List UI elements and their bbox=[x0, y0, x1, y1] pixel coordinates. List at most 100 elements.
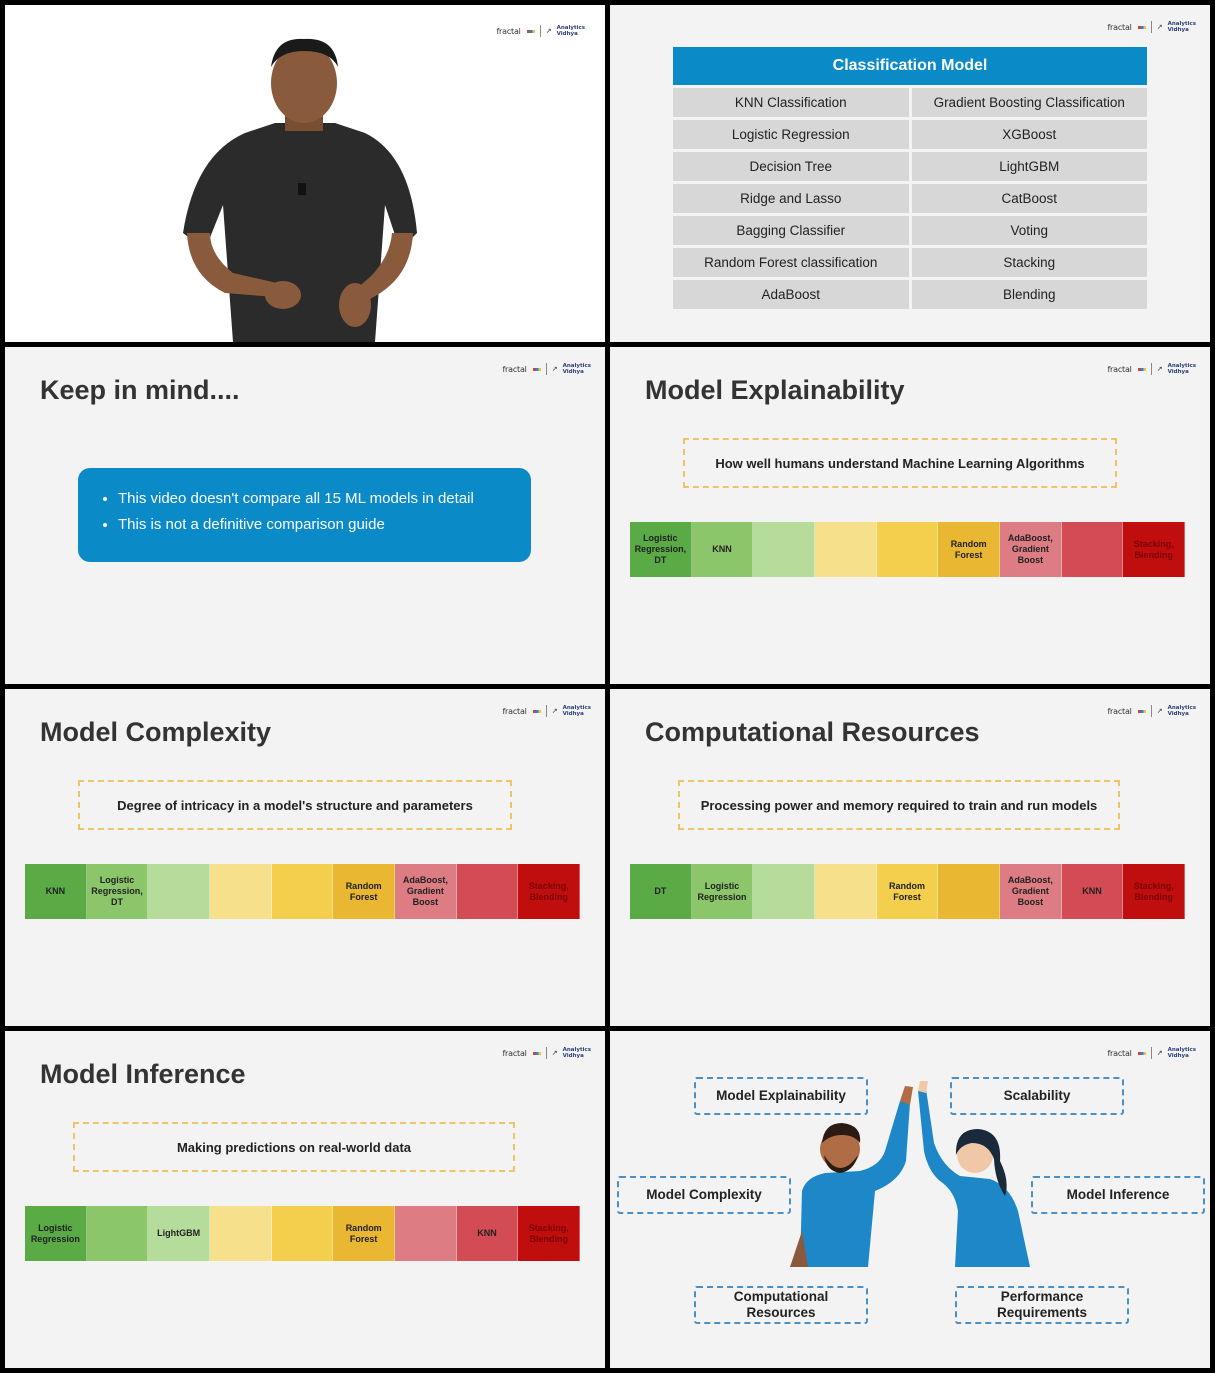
scale-segment bbox=[876, 522, 939, 577]
brand-logos: fractal ↗ Analytics Vidhya bbox=[502, 705, 591, 717]
scale-segment bbox=[210, 1206, 272, 1261]
definition-box: Making predictions on real-world data bbox=[73, 1122, 515, 1172]
tag-scalability: Scalability bbox=[950, 1077, 1124, 1115]
tag-model-inference: Model Inference bbox=[1031, 1176, 1205, 1214]
table-cell: Stacking bbox=[911, 248, 1147, 277]
definition-box: Degree of intricacy in a model's structu… bbox=[78, 780, 512, 830]
analytics-vidhya-icon: ↗ bbox=[551, 707, 558, 715]
model-complexity-slide: fractal ↗ Analytics Vidhya Model Complexi… bbox=[5, 689, 605, 1026]
brand-logos: fractal ↗ Analytics Vidhya bbox=[502, 1047, 591, 1059]
ranking-scale: Logistic Regression LightGBM Random Forest… bbox=[25, 1206, 581, 1261]
brand-logos: fractal ↗ Analytics Vidhya bbox=[1107, 363, 1196, 375]
slide-title: Keep in mind.... bbox=[40, 375, 240, 405]
scale-segment: DT bbox=[630, 864, 692, 919]
table-cell: Logistic Regression bbox=[673, 120, 909, 149]
scale-segment: Logistic Regression, DT bbox=[630, 522, 692, 577]
scale-segment bbox=[815, 522, 877, 577]
classification-model-table: Classification Model KNN Classification G… bbox=[673, 47, 1147, 312]
scale-segment: Stacking, Blending bbox=[518, 1206, 581, 1261]
scale-segment: AdaBoost, Gradient Boost bbox=[1000, 864, 1062, 919]
presenter-video-panel: fractal ↗ Analytics Vidhya bbox=[5, 5, 605, 342]
scale-segment bbox=[456, 864, 519, 919]
table-row: Logistic Regression XGBoost bbox=[673, 120, 1147, 149]
brand-logos: fractal ↗ Analytics Vidhya bbox=[496, 25, 585, 37]
scale-segment: Logistic Regression bbox=[691, 864, 754, 919]
scale-segment: Stacking, Blending bbox=[1123, 522, 1186, 577]
scale-segment: KNN bbox=[456, 1206, 519, 1261]
definition-box: Processing power and memory required to … bbox=[678, 780, 1120, 830]
analytics-vidhya-icon: ↗ bbox=[551, 1049, 558, 1057]
scale-segment: KNN bbox=[691, 522, 754, 577]
scale-segment: KNN bbox=[1061, 864, 1124, 919]
scale-segment: Random Forest bbox=[938, 522, 1001, 577]
scale-segment: LightGBM bbox=[148, 1206, 211, 1261]
tag-computational-resources: Computational Resources bbox=[694, 1286, 868, 1324]
table-cell: CatBoost bbox=[911, 184, 1147, 213]
scale-segment bbox=[753, 522, 816, 577]
bullet-item: This video doesn't compare all 15 ML mod… bbox=[118, 490, 531, 507]
note-box: This video doesn't compare all 15 ML mod… bbox=[78, 468, 531, 562]
presenter-figure bbox=[183, 38, 417, 342]
analytics-vidhya-icon: ↗ bbox=[545, 27, 552, 35]
brand-logos: fractal ↗ Analytics Vidhya bbox=[502, 363, 591, 375]
scale-segment bbox=[210, 864, 272, 919]
analytics-vidhya-icon: ↗ bbox=[1156, 23, 1163, 31]
summary-slide: fractal ↗ Analytics Vidhya Model Explaina… bbox=[610, 1031, 1210, 1368]
table-row: Ridge and Lasso CatBoost bbox=[673, 184, 1147, 213]
slide-title: Model Explainability bbox=[645, 375, 905, 405]
table-cell: Random Forest classification bbox=[673, 248, 909, 277]
scale-segment bbox=[271, 864, 334, 919]
table-cell: Decision Tree bbox=[673, 152, 909, 181]
scale-segment: Logistic Regression, DT bbox=[86, 864, 149, 919]
brand-logos: fractal ↗ Analytics Vidhya bbox=[1107, 705, 1196, 717]
scale-segment: Random Forest bbox=[333, 864, 396, 919]
table-cell: Bagging Classifier bbox=[673, 216, 909, 245]
table-cell: Voting bbox=[911, 216, 1147, 245]
table-row: Bagging Classifier Voting bbox=[673, 216, 1147, 245]
table-cell: XGBoost bbox=[911, 120, 1147, 149]
slide-title: Model Inference bbox=[40, 1059, 246, 1089]
table-row: AdaBoost Blending bbox=[673, 280, 1147, 309]
table-cell: KNN Classification bbox=[673, 88, 909, 117]
table-cell: Blending bbox=[911, 280, 1147, 309]
brand-logos: fractal ↗ Analytics Vidhya bbox=[1107, 1047, 1196, 1059]
high-five-illustration bbox=[790, 1081, 1030, 1267]
slide-title: Computational Resources bbox=[645, 717, 980, 747]
scale-segment: AdaBoost, Gradient Boost bbox=[1000, 522, 1062, 577]
scale-segment: Stacking, Blending bbox=[1123, 864, 1186, 919]
scale-segment bbox=[148, 864, 211, 919]
scale-segment: KNN bbox=[25, 864, 87, 919]
scale-segment bbox=[938, 864, 1001, 919]
scale-segment bbox=[271, 1206, 334, 1261]
ranking-scale: KNN Logistic Regression, DT Random Forest A… bbox=[25, 864, 581, 919]
computational-resources-slide: fractal ↗ Analytics Vidhya Computational … bbox=[610, 689, 1210, 1026]
tag-performance-requirements: Performance Requirements bbox=[955, 1286, 1129, 1324]
fractal-logo-dots bbox=[526, 29, 535, 33]
scale-segment bbox=[815, 864, 877, 919]
table-cell: AdaBoost bbox=[673, 280, 909, 309]
table-row: Decision Tree LightGBM bbox=[673, 152, 1147, 181]
scale-segment: Random Forest bbox=[876, 864, 939, 919]
table-cell: Ridge and Lasso bbox=[673, 184, 909, 213]
table-cell: Gradient Boosting Classification bbox=[911, 88, 1147, 117]
model-explainability-slide: fractal ↗ Analytics Vidhya Model Explaina… bbox=[610, 347, 1210, 684]
slide-title: Model Complexity bbox=[40, 717, 272, 747]
scale-segment: Random Forest bbox=[333, 1206, 396, 1261]
definition-box: How well humans understand Machine Learn… bbox=[683, 438, 1117, 488]
scale-segment bbox=[395, 1206, 457, 1261]
scale-segment bbox=[753, 864, 816, 919]
ranking-scale: DT Logistic Regression Random Forest AdaBoo… bbox=[630, 864, 1186, 919]
scale-segment: AdaBoost, Gradient Boost bbox=[395, 864, 457, 919]
tag-model-complexity: Model Complexity bbox=[617, 1176, 791, 1214]
scale-segment: Logistic Regression bbox=[25, 1206, 87, 1261]
scale-segment bbox=[1061, 522, 1124, 577]
model-inference-slide: fractal ↗ Analytics Vidhya Model Inferenc… bbox=[5, 1031, 605, 1368]
tag-model-explainability: Model Explainability bbox=[694, 1077, 868, 1115]
analytics-vidhya-icon: ↗ bbox=[1156, 365, 1163, 373]
table-row: KNN Classification Gradient Boosting Clas… bbox=[673, 88, 1147, 117]
table-row: Random Forest classification Stacking bbox=[673, 248, 1147, 277]
table-header: Classification Model bbox=[673, 47, 1147, 85]
scale-segment: Stacking, Blending bbox=[518, 864, 581, 919]
bullet-item: This is not a definitive comparison guid… bbox=[118, 516, 531, 533]
ranking-scale: Logistic Regression, DT KNN Random Forest A… bbox=[630, 522, 1186, 577]
